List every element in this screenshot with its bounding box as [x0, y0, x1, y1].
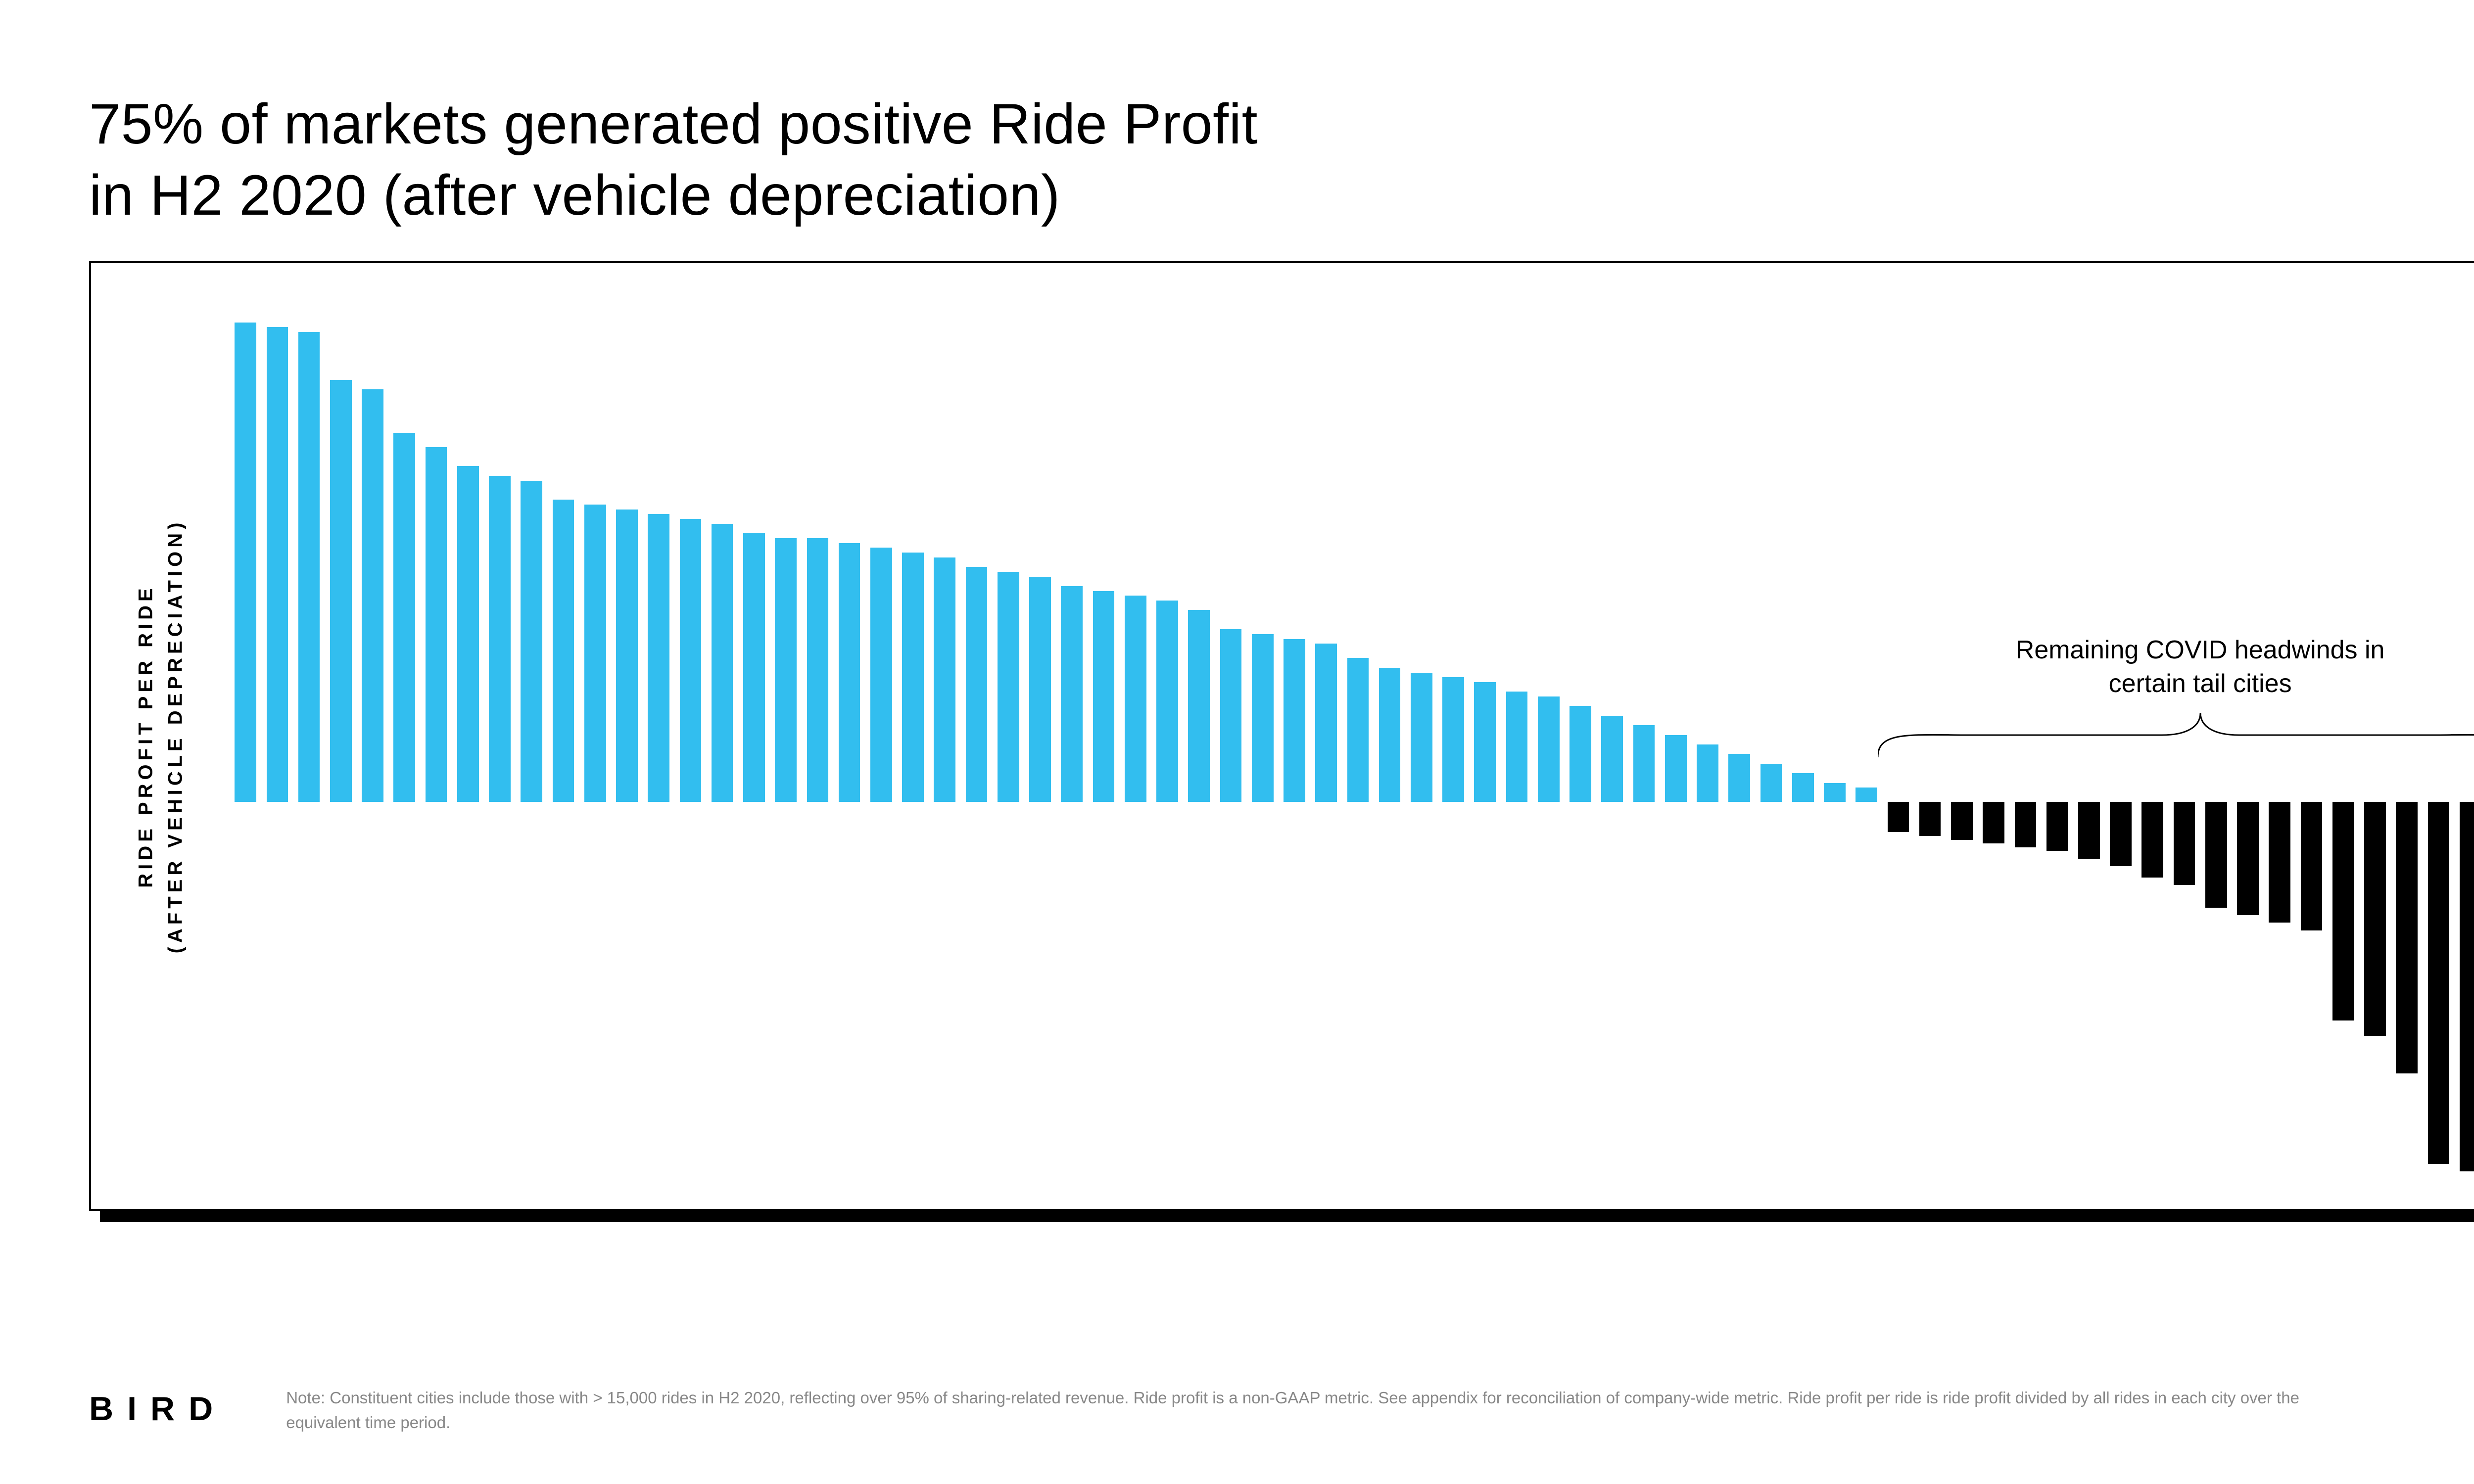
bar-positive — [1633, 725, 1655, 802]
bar-positive — [330, 380, 352, 802]
bar-positive — [1315, 644, 1337, 802]
bar-positive — [393, 433, 415, 802]
bar-positive — [1093, 591, 1115, 802]
bar-negative — [2174, 802, 2195, 885]
covid-annotation: Remaining COVID headwinds in certain tai… — [1928, 634, 2473, 700]
bar-positive — [584, 505, 606, 802]
bar-positive — [1792, 773, 1814, 802]
bar-negative — [1919, 802, 1941, 836]
bar-negative — [1888, 802, 1909, 832]
chart-container: RIDE PROFIT PER RIDE (AFTER VEHICLE DEPR… — [89, 261, 2474, 1211]
y-axis-label-wrap: RIDE PROFIT PER RIDE (AFTER VEHICLE DEPR… — [111, 263, 210, 1209]
bar-positive — [362, 389, 383, 802]
bar-positive — [775, 538, 797, 802]
bar-positive — [902, 553, 924, 802]
bar-positive — [1601, 716, 1623, 802]
bar-positive — [1252, 634, 1274, 802]
bar-positive — [1125, 596, 1146, 802]
bar-negative — [2301, 802, 2323, 930]
bar-positive — [521, 481, 542, 802]
bar-positive — [1728, 754, 1750, 802]
bird-logo: BIRD — [89, 1386, 227, 1428]
bar-negative — [2205, 802, 2227, 907]
bar-positive — [1442, 677, 1464, 802]
bar-positive — [457, 466, 479, 802]
bar-positive — [1220, 629, 1242, 802]
bar-positive — [1061, 586, 1083, 802]
bar-positive — [1379, 668, 1401, 802]
bar-positive — [426, 447, 447, 802]
bar-negative — [1951, 802, 1973, 839]
bar-positive — [1570, 706, 1591, 802]
bar-negative — [2078, 802, 2100, 858]
bar-positive — [1188, 610, 1210, 802]
bar-negative — [2269, 802, 2290, 923]
bar-positive — [1538, 696, 1560, 802]
bar-positive — [1697, 744, 1718, 802]
bar-negative — [2237, 802, 2259, 915]
bar-positive — [1411, 673, 1432, 802]
bar-negative — [2332, 802, 2354, 1020]
bar-positive — [1284, 639, 1305, 802]
bar-positive — [1760, 764, 1782, 802]
chart-frame: RIDE PROFIT PER RIDE (AFTER VEHICLE DEPR… — [89, 261, 2474, 1211]
bar-negative — [2396, 802, 2418, 1073]
bar-positive — [1474, 682, 1496, 802]
title-line-1: 75% of markets generated positive Ride P… — [89, 93, 1258, 156]
bar-positive — [1506, 692, 1528, 802]
bar-positive — [1029, 577, 1051, 802]
bar-positive — [1824, 783, 1846, 802]
bar-negative — [2046, 802, 2068, 851]
bar-positive — [267, 327, 288, 802]
footer: BIRD Note: Constituent cities include th… — [89, 1386, 2474, 1435]
bar-positive — [298, 332, 320, 802]
slide-title: 75% of markets generated positive Ride P… — [89, 89, 2474, 232]
annotation-brace-icon — [1878, 713, 2474, 757]
y-axis-label-line1: RIDE PROFIT PER RIDE — [135, 584, 156, 887]
bar-positive — [934, 557, 955, 802]
bar-negative — [2015, 802, 2037, 847]
y-axis-label: RIDE PROFIT PER RIDE (AFTER VEHICLE DEPR… — [131, 518, 190, 953]
bar-positive — [553, 500, 574, 802]
bar-negative — [2110, 802, 2132, 866]
bar-positive — [1156, 601, 1178, 802]
bar-positive — [966, 567, 988, 802]
bar-positive — [1665, 735, 1687, 802]
bar-positive — [680, 519, 702, 802]
slide: 75% of markets generated positive Ride P… — [0, 0, 2474, 1484]
bar-negative — [2460, 802, 2474, 1171]
bar-positive — [870, 548, 892, 802]
bar-negative — [2364, 802, 2386, 1035]
bar-positive — [1347, 658, 1369, 802]
footnote-text: Note: Constituent cities include those w… — [286, 1386, 2364, 1435]
bar-negative — [2428, 802, 2450, 1164]
bar-negative — [2141, 802, 2163, 877]
title-line-2: in H2 2020 (after vehicle depreciation) — [89, 164, 1060, 227]
bar-positive — [235, 323, 256, 802]
bar-positive — [648, 514, 669, 802]
bar-negative — [1983, 802, 2004, 843]
bar-positive — [743, 533, 765, 802]
bar-positive — [712, 524, 733, 802]
bar-positive — [807, 538, 829, 802]
bar-positive — [998, 572, 1019, 802]
y-axis-label-line2: (AFTER VEHICLE DEPRECIATION) — [164, 518, 186, 953]
bar-positive — [839, 543, 860, 802]
bar-positive — [1856, 788, 1877, 802]
bar-positive — [489, 476, 511, 802]
bar-positive — [616, 510, 638, 802]
